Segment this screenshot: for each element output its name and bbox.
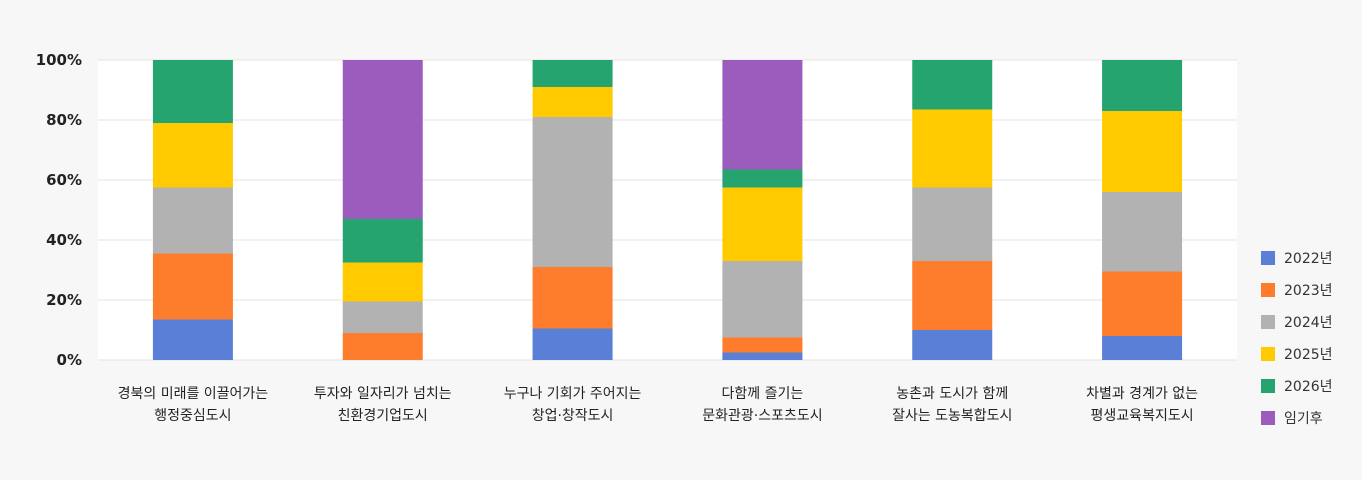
legend-swatch <box>1261 315 1275 329</box>
x-category-label-line: 차별과 경계가 없는 <box>1086 386 1198 402</box>
bar-segment <box>1102 336 1183 360</box>
bar-segment <box>342 262 423 302</box>
bar-segment <box>532 87 613 117</box>
legend-label: 2025년 <box>1284 347 1333 363</box>
y-tick-label: 0% <box>57 351 82 369</box>
gridlines <box>98 59 1237 361</box>
bar-segment <box>1102 271 1183 336</box>
x-category-label-line: 친환경기업도시 <box>338 408 428 424</box>
bar-segment <box>912 330 993 360</box>
bar-segment <box>912 109 993 188</box>
bar-segment <box>1102 192 1183 272</box>
x-category-label-line: 투자와 일자리가 넘치는 <box>314 386 452 402</box>
legend-label: 임기후 <box>1284 411 1323 427</box>
x-category-label-line: 창업·창작도시 <box>532 408 614 424</box>
legend-label: 2026년 <box>1284 379 1333 395</box>
y-tick-label: 80% <box>46 111 82 129</box>
y-tick-label: 40% <box>46 231 82 249</box>
y-axis: 0% 20% 40% 60% 80% 100% <box>36 51 82 369</box>
legend-label: 2022년 <box>1284 251 1333 267</box>
bar-segment <box>722 187 803 261</box>
bar-segment <box>722 352 803 360</box>
legend-swatch <box>1261 347 1275 361</box>
x-category-label-line: 잘사는 도농복합도시 <box>892 408 1012 424</box>
bar-segment <box>152 60 233 123</box>
x-category-label-line: 누구나 기회가 주어지는 <box>504 386 642 402</box>
bar-segment <box>722 169 803 188</box>
y-tick-label: 100% <box>36 51 82 69</box>
legend-label: 2023년 <box>1284 283 1333 299</box>
plot-area <box>98 60 1237 360</box>
bar-segment <box>152 319 233 360</box>
bar-segment <box>342 333 423 360</box>
bar-segment <box>1102 111 1183 192</box>
bar-segment <box>532 328 613 360</box>
x-category-label-line: 경북의 미래를 이끌어가는 <box>118 386 269 402</box>
legend-swatch <box>1261 379 1275 393</box>
bar-segment <box>152 123 233 188</box>
bar-segment <box>532 117 613 267</box>
bar-segment <box>532 267 613 329</box>
bar-segment <box>532 60 613 87</box>
bar-segment <box>722 261 803 338</box>
bar-segment <box>912 187 993 261</box>
bar-segment <box>342 301 423 333</box>
bar-segment <box>912 60 993 110</box>
y-tick-label: 60% <box>46 171 82 189</box>
x-category-label-line: 문화관광·스포츠도시 <box>702 408 822 424</box>
bar-segment <box>342 219 423 263</box>
bars <box>152 60 1183 360</box>
x-category-label-line: 농촌과 도시가 함께 <box>896 386 1008 402</box>
legend-swatch <box>1261 283 1275 297</box>
bar-segment <box>152 253 233 320</box>
bar-segment <box>722 60 803 170</box>
legend-swatch <box>1261 411 1275 425</box>
x-category-label-line: 평생교육복지도시 <box>1091 408 1194 424</box>
bar-segment <box>342 60 423 219</box>
bar-segment <box>152 187 233 254</box>
y-tick-label: 20% <box>46 291 82 309</box>
bar-segment <box>912 261 993 330</box>
bar-segment <box>722 337 803 353</box>
legend-swatch <box>1261 251 1275 265</box>
x-category-label-line: 행정중심도시 <box>154 408 231 424</box>
bar-segment <box>1102 60 1183 111</box>
x-category-label-line: 다함께 즐기는 <box>722 386 804 402</box>
legend-label: 2024년 <box>1284 315 1333 331</box>
